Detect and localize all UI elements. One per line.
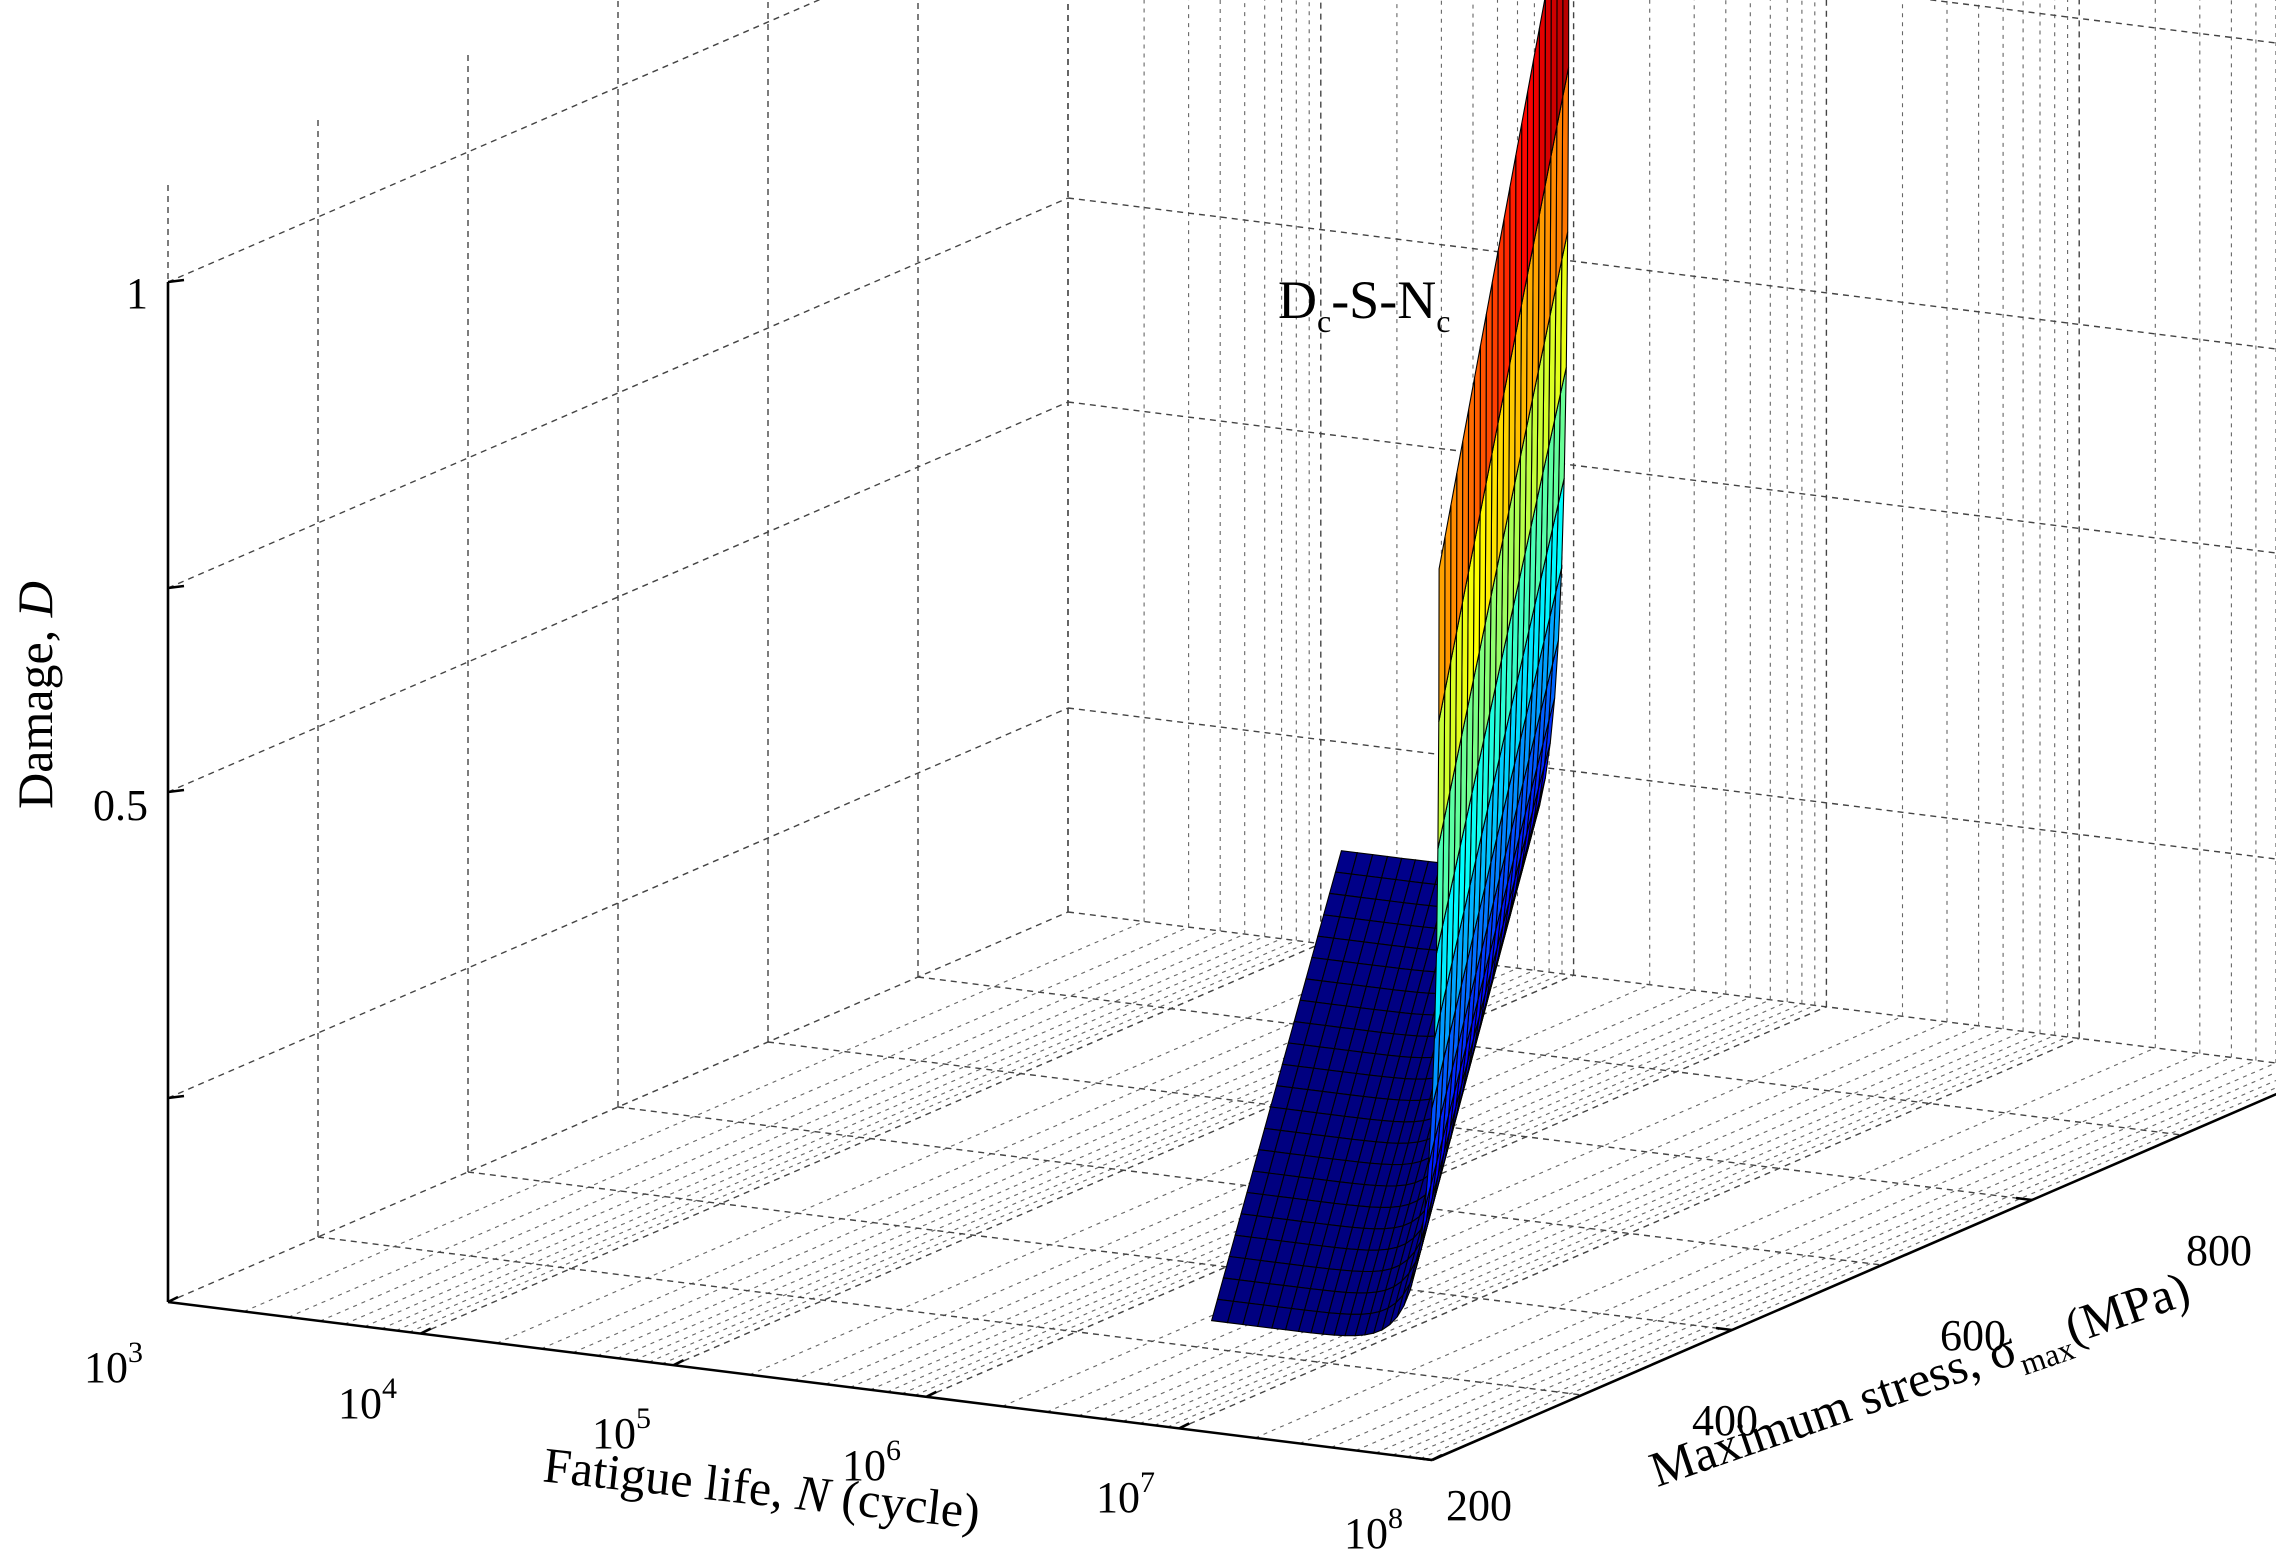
y-tick-label: 600 bbox=[1940, 1311, 2006, 1360]
z-tick-mark bbox=[167, 1094, 185, 1100]
x-tick-label: 108 bbox=[1344, 1502, 1403, 1558]
y-tick-label: 400 bbox=[1692, 1396, 1758, 1445]
left-grid-z bbox=[167, 401, 1069, 793]
x-tick-mark bbox=[925, 1390, 937, 1398]
y-tick-label: 200 bbox=[1446, 1481, 1512, 1530]
x-tick-label: 105 bbox=[592, 1402, 651, 1458]
y-tick-label: 800 bbox=[2186, 1226, 2252, 1275]
floor-grid-y bbox=[317, 1236, 1583, 1396]
floor-grid-x bbox=[1407, 1079, 2276, 1458]
floor-grid-x bbox=[1299, 1052, 2201, 1445]
surface-patch bbox=[1503, 187, 1511, 395]
surface-patch bbox=[1450, 473, 1458, 663]
surface-patch bbox=[1532, 28, 1540, 246]
back-grid-z bbox=[1067, 707, 2276, 860]
surface-layer bbox=[1210, 0, 1570, 1337]
surface-annotation: Dc-S-Nc bbox=[1278, 270, 1450, 339]
y-tick-labels: 200 400 600 800 bbox=[1446, 1226, 2252, 1530]
grid-layer bbox=[167, 0, 2276, 1461]
surface-patch bbox=[1562, 0, 1570, 98]
surface-patch bbox=[1438, 536, 1446, 722]
surface-patch bbox=[1556, 0, 1564, 127]
surface-patch bbox=[1473, 346, 1481, 544]
floor-grid-x bbox=[243, 920, 1145, 1313]
z-tick-mark bbox=[167, 584, 185, 590]
floor-grid-x bbox=[634, 969, 1535, 1361]
left-grid-z bbox=[167, 707, 1069, 1099]
surface-patch bbox=[1491, 250, 1499, 455]
floor-grid-x bbox=[319, 930, 1221, 1322]
surface-patch bbox=[1526, 59, 1535, 276]
surface-patch bbox=[1544, 0, 1552, 187]
y-tick-mark bbox=[1415, 1456, 1433, 1462]
x-tick-labels: 103 104 105 106 107 108 bbox=[84, 1336, 1403, 1558]
surface-patch bbox=[1479, 314, 1487, 514]
surface-patch bbox=[1514, 123, 1523, 336]
y-tick-mark bbox=[2015, 1196, 2033, 1202]
z-tick-label: 0.5 bbox=[93, 781, 148, 830]
floor-grid-x bbox=[1102, 1028, 2004, 1420]
floor-grid-x bbox=[1355, 1059, 2257, 1452]
x-tick-mark bbox=[1431, 1453, 1443, 1462]
x-tick-label: 104 bbox=[338, 1372, 397, 1428]
floor-grid-y bbox=[617, 1106, 1883, 1266]
z-tick-labels: 1 0.5 bbox=[93, 269, 148, 830]
x-tick-mark bbox=[420, 1327, 432, 1335]
surface-patch bbox=[1497, 218, 1505, 425]
floor-grid-x bbox=[381, 938, 1282, 1330]
back-grid-z bbox=[1926, 0, 2276, 44]
surface-patch bbox=[1520, 91, 1529, 306]
y-axis-label: Maximum stress, σmax(MPa) bbox=[1642, 1260, 2199, 1507]
x-tick-mark bbox=[1178, 1422, 1190, 1430]
axes-layer bbox=[166, 278, 2276, 1462]
z-tick-mark bbox=[167, 788, 185, 794]
z-tick-mark bbox=[167, 278, 185, 284]
floor-grid-x bbox=[1178, 1037, 2080, 1430]
back-grid-z bbox=[1067, 197, 2276, 350]
floor-grid-y bbox=[767, 1041, 2033, 1201]
x-tick-label: 103 bbox=[84, 1336, 143, 1392]
y-axis-line bbox=[1431, 1092, 2276, 1462]
floor-grid-x bbox=[1420, 1087, 2276, 1460]
x-tick-label: 106 bbox=[842, 1434, 901, 1490]
surface-patch bbox=[1485, 282, 1493, 484]
surface-patch bbox=[1444, 505, 1452, 693]
floor-grid-x bbox=[396, 939, 1297, 1332]
back-grid-z bbox=[1067, 401, 2276, 554]
floor-grid-x bbox=[1375, 1062, 2276, 1454]
floor-grid-y bbox=[917, 976, 2183, 1136]
left-grid-z bbox=[167, 197, 1069, 589]
z-axis-label: Damage, D bbox=[7, 581, 63, 809]
left-grid-z bbox=[167, 0, 821, 283]
surface-patch bbox=[1467, 377, 1476, 574]
surface-patch bbox=[1509, 155, 1517, 365]
surface-patch bbox=[1461, 409, 1470, 603]
surface-patch bbox=[1538, 0, 1546, 217]
surface-patch bbox=[1455, 441, 1464, 633]
floor-grid-y bbox=[467, 1171, 1733, 1331]
floor-grid-x bbox=[1255, 1047, 2156, 1439]
x-tick-mark bbox=[673, 1359, 685, 1367]
floor-grid-x bbox=[1167, 1036, 2068, 1428]
floor-grid-x bbox=[1331, 1056, 2232, 1448]
floor-grid-y bbox=[1067, 911, 2276, 1064]
y-tick-mark bbox=[1715, 1326, 1733, 1332]
x-tick-label: 107 bbox=[1096, 1466, 1155, 1522]
floor-grid-x bbox=[886, 1001, 1788, 1393]
x-tick-mark bbox=[167, 1295, 179, 1304]
x-axis-line bbox=[167, 1300, 1433, 1462]
z-tick-label: 1 bbox=[126, 269, 148, 318]
x-axis-label: Fatigue life, N (cycle) bbox=[541, 1437, 983, 1540]
